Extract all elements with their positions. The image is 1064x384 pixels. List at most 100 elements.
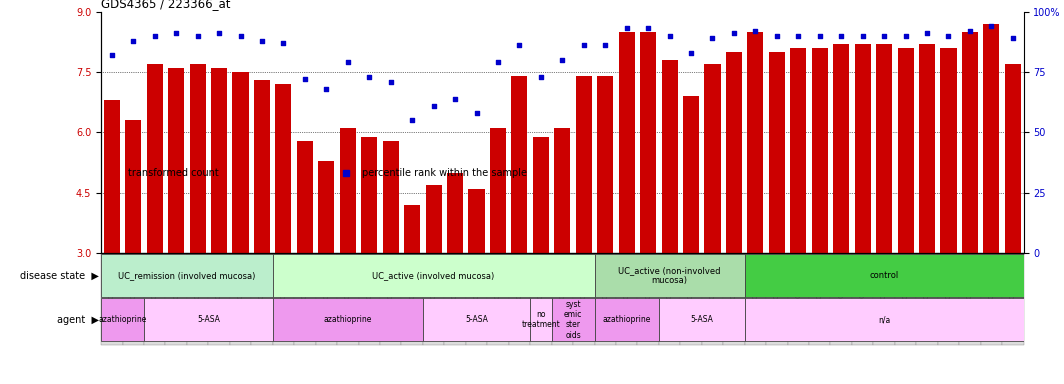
Point [768,33,785,39]
Bar [359,253,380,345]
Bar [726,52,742,253]
Point [1004,35,1021,41]
Text: agent  ▶: agent ▶ [57,314,99,325]
Point [489,59,506,65]
Bar [662,60,678,253]
Bar [895,253,916,345]
Bar [981,253,1002,345]
Bar [383,141,399,253]
Text: UC_remission (involved mucosa): UC_remission (involved mucosa) [118,271,255,280]
Point [403,118,420,124]
Point [897,33,914,39]
Bar [874,253,895,345]
Bar [554,128,570,253]
Bar [724,253,745,345]
Bar [533,137,549,253]
Bar [745,298,1024,341]
Bar [276,84,292,253]
Bar [509,253,530,345]
Bar [659,253,680,345]
Bar [916,253,937,345]
Bar [616,253,637,345]
Bar [339,128,355,253]
Bar [983,24,999,253]
Bar [380,253,401,345]
Bar [595,298,659,341]
Bar [126,121,142,253]
Bar [101,298,144,341]
Bar [168,68,184,253]
Point [854,33,871,39]
Bar [960,253,981,345]
Bar [659,298,745,341]
Bar [551,253,573,345]
Point [426,103,443,109]
Bar [787,253,809,345]
Bar [487,253,509,345]
Text: control: control [869,271,899,280]
Bar [745,254,1024,297]
Bar [1002,253,1024,345]
Text: percentile rank within the sample: percentile rank within the sample [362,168,527,178]
Bar [597,76,613,253]
Point [639,25,656,31]
Bar [489,128,506,253]
Text: azathioprine: azathioprine [602,315,651,324]
Bar [272,298,422,341]
Bar [294,253,316,345]
Bar [766,253,787,345]
Bar [641,32,656,253]
Bar [101,253,122,345]
Text: azathioprine: azathioprine [98,315,147,324]
Point [789,33,807,39]
Bar [812,48,828,253]
Bar [680,253,702,345]
Point [962,28,979,34]
Point [661,33,678,39]
Point [511,42,528,48]
Text: no
treatment: no treatment [521,310,561,329]
Bar [530,253,551,345]
Point [747,28,764,34]
Point [124,38,142,44]
Point [168,30,185,36]
Bar [272,254,595,297]
Point [275,40,292,46]
Bar [122,253,144,345]
Bar [704,64,720,253]
Bar [232,72,249,253]
Text: azathioprine: azathioprine [323,315,372,324]
Bar [468,189,484,253]
Text: UC_active (non-involved
mucosa): UC_active (non-involved mucosa) [618,266,720,285]
Bar [595,253,616,345]
Text: n/a: n/a [878,315,891,324]
Bar [401,253,422,345]
Bar [101,254,272,297]
Bar [422,298,530,341]
Point [682,50,699,56]
Text: 5-ASA: 5-ASA [691,315,713,324]
Point [811,33,828,39]
Text: disease state  ▶: disease state ▶ [20,270,99,281]
Text: transformed count: transformed count [128,168,218,178]
Point [597,42,614,48]
Bar [852,253,874,345]
Bar [337,253,359,345]
Bar [445,253,466,345]
Point [726,30,743,36]
Point [532,74,549,80]
Bar [551,298,595,341]
Bar [165,253,187,345]
Point [253,38,270,44]
Bar [318,161,334,253]
Bar [702,253,724,345]
Point [983,23,1000,29]
Bar [209,253,230,345]
Point [553,57,570,63]
Bar [962,32,978,253]
Bar [251,253,272,345]
Point [382,79,399,85]
Point [361,74,378,80]
Bar [1004,64,1020,253]
Bar [769,52,785,253]
